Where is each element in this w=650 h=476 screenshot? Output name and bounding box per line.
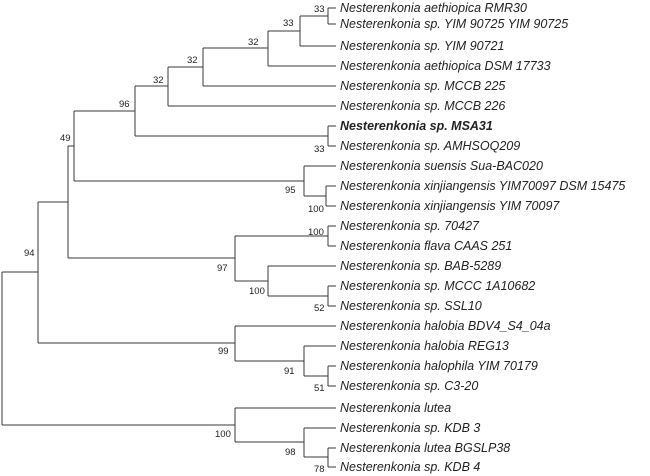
taxon-label: Nesterenkonia aethiopica RMR30 bbox=[340, 1, 527, 15]
taxon-label: Nesterenkonia halobia REG13 bbox=[340, 339, 509, 353]
bootstrap-value: 32 bbox=[248, 37, 259, 48]
bootstrap-value: 32 bbox=[187, 55, 198, 66]
taxon-label: Nesterenkonia xinjiangensis YIM70097 DSM… bbox=[340, 179, 625, 193]
bootstrap-value: 94 bbox=[24, 248, 35, 259]
bootstrap-values: 33 33 32 32 32 33 96 100 95 49 100 52 10… bbox=[24, 4, 325, 475]
bootstrap-value: 33 bbox=[283, 18, 294, 29]
bootstrap-value: 100 bbox=[215, 429, 231, 440]
taxon-label: Nesterenkonia sp. MCCB 226 bbox=[340, 99, 505, 113]
bootstrap-value: 32 bbox=[153, 75, 164, 86]
bootstrap-value: 100 bbox=[308, 204, 324, 215]
taxon-label: Nesterenkonia sp. SSL10 bbox=[340, 299, 482, 313]
taxon-labels: Nesterenkonia aethiopica RMR30 Nesterenk… bbox=[340, 1, 625, 474]
taxon-label: Nesterenkonia sp. YIM 90721 bbox=[340, 39, 504, 53]
taxon-label: Nesterenkonia sp. MCCC 1A10682 bbox=[340, 279, 535, 293]
highlighted-taxon-label: Nesterenkonia sp. MSA31 bbox=[340, 119, 493, 133]
taxon-label: Nesterenkonia sp. MCCB 225 bbox=[340, 79, 505, 93]
bootstrap-value: 100 bbox=[308, 227, 324, 238]
taxon-label: Nesterenkonia sp. 70427 bbox=[340, 219, 480, 233]
taxon-label: Nesterenkonia lutea BGSLP38 bbox=[340, 441, 510, 455]
bootstrap-value: 98 bbox=[285, 447, 296, 458]
taxon-label: Nesterenkonia sp. BAB-5289 bbox=[340, 259, 501, 273]
bootstrap-value: 33 bbox=[314, 4, 325, 15]
taxon-label: Nesterenkonia lutea bbox=[340, 401, 451, 415]
taxon-label: Nesterenkonia sp. AMHSOQ209 bbox=[340, 139, 520, 153]
bootstrap-value: 97 bbox=[217, 263, 228, 274]
bootstrap-value: 33 bbox=[314, 144, 325, 155]
bootstrap-value: 49 bbox=[60, 133, 71, 144]
taxon-label: Nesterenkonia sp. KDB 4 bbox=[340, 460, 480, 474]
taxon-label: Nesterenkonia xinjiangensis YIM 70097 bbox=[340, 199, 560, 213]
taxon-label: Nesterenkonia flava CAAS 251 bbox=[340, 239, 512, 253]
taxon-label: Nesterenkonia halophila YIM 70179 bbox=[340, 359, 538, 373]
taxon-label: Nesterenkonia sp. YIM 90725 YIM 90725 bbox=[340, 17, 568, 31]
bootstrap-value: 52 bbox=[314, 303, 325, 314]
bootstrap-value: 96 bbox=[119, 99, 130, 110]
bootstrap-value: 100 bbox=[249, 286, 265, 297]
taxon-label: Nesterenkonia sp. C3-20 bbox=[340, 379, 478, 393]
taxon-label: Nesterenkonia suensis Sua-BAC020 bbox=[340, 159, 543, 173]
taxon-label: Nesterenkonia halobia BDV4_S4_04a bbox=[340, 319, 551, 333]
bootstrap-value: 78 bbox=[314, 464, 325, 475]
taxon-label: Nesterenkonia sp. KDB 3 bbox=[340, 421, 480, 435]
bootstrap-value: 95 bbox=[285, 185, 296, 196]
tree-branches bbox=[1, 7, 336, 468]
taxon-label: Nesterenkonia aethiopica DSM 17733 bbox=[340, 59, 551, 73]
bootstrap-value: 99 bbox=[218, 346, 229, 357]
bootstrap-value: 91 bbox=[284, 366, 295, 377]
bootstrap-value: 51 bbox=[314, 383, 325, 394]
